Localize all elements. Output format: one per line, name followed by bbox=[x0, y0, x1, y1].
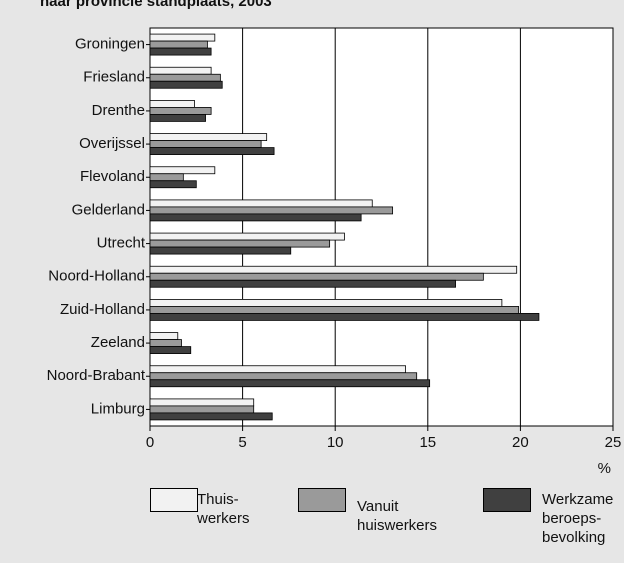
legend-label: Vanuit huiswerkers bbox=[357, 498, 438, 534]
y-tick-label: Drenthe bbox=[92, 102, 145, 119]
y-tick-label: Zuid-Holland bbox=[60, 301, 145, 318]
legend-swatch bbox=[150, 488, 198, 512]
bar bbox=[149, 232, 345, 241]
y-tick-label: Overijssel bbox=[79, 135, 145, 152]
bar bbox=[149, 346, 192, 354]
bar bbox=[149, 306, 519, 314]
bar bbox=[149, 166, 216, 175]
y-tick-label: Flevoland bbox=[80, 168, 145, 185]
bar bbox=[149, 206, 394, 215]
bar bbox=[149, 339, 182, 347]
bar bbox=[149, 107, 212, 115]
y-tick-label: Gelderland bbox=[72, 201, 145, 218]
y-tick-label: Groningen bbox=[75, 36, 145, 53]
bar bbox=[149, 332, 179, 340]
bar bbox=[149, 147, 275, 155]
bar bbox=[149, 239, 331, 248]
x-tick-label: 10 bbox=[327, 434, 344, 451]
y-tick-label: Utrecht bbox=[97, 235, 146, 252]
bar bbox=[149, 180, 197, 189]
legend-swatch bbox=[298, 488, 346, 512]
bar bbox=[149, 299, 503, 307]
bar bbox=[149, 246, 292, 255]
bar bbox=[149, 379, 431, 388]
plot-area bbox=[149, 27, 614, 427]
y-tick-label: Limburg bbox=[91, 400, 145, 417]
chart-title: naar provincie standplaats, 2003 bbox=[40, 0, 272, 10]
bar bbox=[149, 33, 216, 42]
bar bbox=[149, 140, 262, 148]
bar bbox=[149, 199, 373, 208]
bar bbox=[149, 40, 208, 49]
legend-label: Werkzame beroeps- bevolking bbox=[542, 491, 614, 546]
bar bbox=[149, 100, 195, 108]
y-tick-label: Zeeland bbox=[91, 334, 145, 351]
bar bbox=[149, 313, 540, 321]
x-tick-label: 25 bbox=[605, 434, 622, 451]
y-tick-label: Noord-Holland bbox=[48, 268, 145, 285]
bar bbox=[149, 265, 518, 274]
bar bbox=[149, 398, 255, 407]
y-tick-label: Friesland bbox=[83, 69, 145, 86]
bar bbox=[149, 272, 484, 281]
x-tick-label: 5 bbox=[238, 434, 246, 451]
bar bbox=[149, 213, 362, 222]
x-tick-label: 0 bbox=[146, 434, 154, 451]
bar bbox=[149, 66, 212, 75]
bar bbox=[149, 47, 212, 56]
x-axis-label: % bbox=[598, 460, 611, 477]
bar bbox=[149, 405, 255, 414]
bar bbox=[149, 372, 418, 381]
bar bbox=[149, 173, 184, 182]
y-tick-label: Noord-Brabant bbox=[47, 367, 146, 384]
bar bbox=[149, 279, 456, 288]
legend-label: Thuis- werkers bbox=[197, 491, 250, 527]
bar bbox=[149, 114, 206, 122]
legend-swatch bbox=[483, 488, 531, 512]
x-tick-label: 15 bbox=[419, 434, 436, 451]
bar bbox=[149, 73, 221, 82]
bar bbox=[149, 80, 223, 89]
x-tick-label: 20 bbox=[512, 434, 529, 451]
bar bbox=[149, 365, 406, 374]
bar bbox=[149, 412, 273, 421]
bar bbox=[149, 133, 268, 141]
